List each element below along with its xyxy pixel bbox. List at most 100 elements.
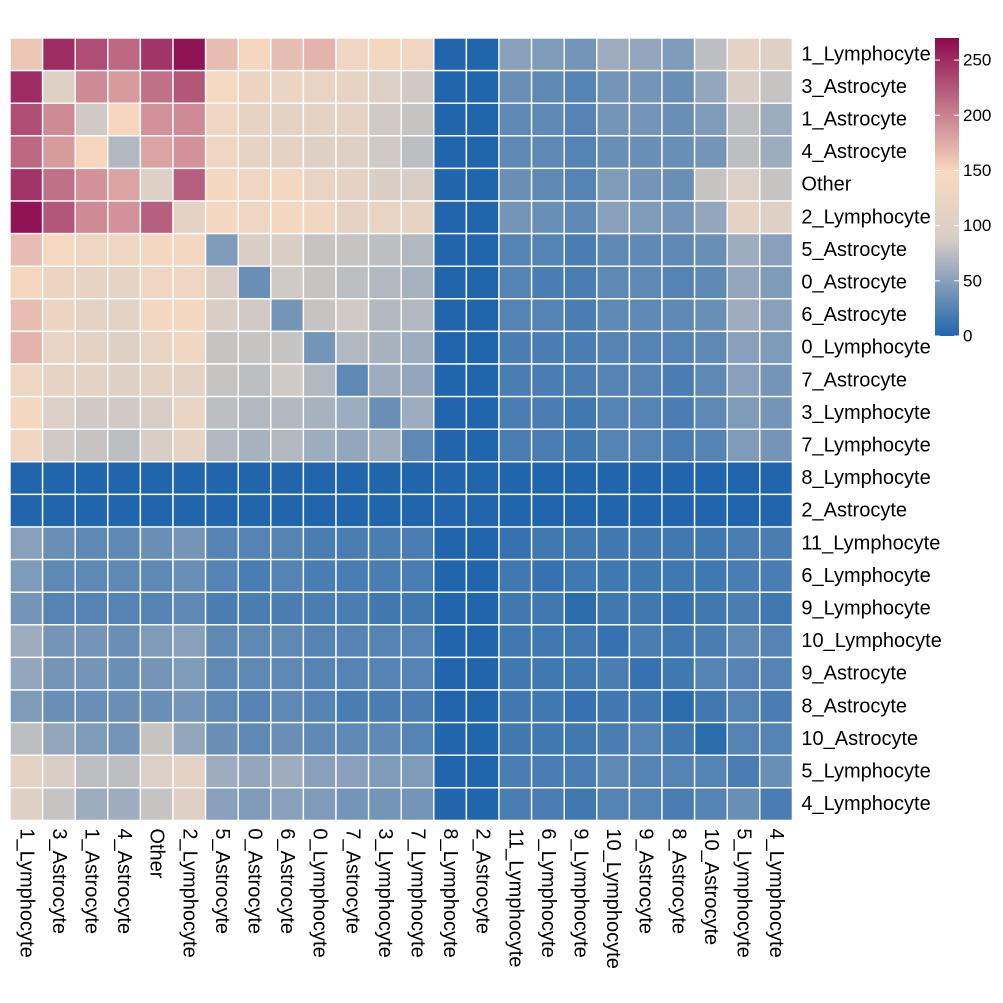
heatmap-cell [628, 689, 663, 724]
heatmap-cell [693, 395, 728, 430]
heatmap-cell [726, 167, 761, 202]
heatmap-cell [530, 102, 565, 137]
column-label: Other [146, 828, 168, 878]
heatmap-cell [759, 493, 794, 528]
heatmap-cell [530, 37, 565, 72]
heatmap-cell [172, 167, 207, 202]
heatmap-cell [628, 395, 663, 430]
heatmap-cell [335, 363, 370, 398]
heatmap-cell [74, 298, 109, 333]
heatmap-cell [433, 69, 468, 104]
heatmap-cell [465, 624, 500, 659]
heatmap-cell [726, 102, 761, 137]
heatmap-cell [693, 69, 728, 104]
heatmap-cell [693, 526, 728, 561]
heatmap-cell [498, 754, 533, 789]
heatmap-cell [400, 428, 435, 463]
heatmap-cell [433, 721, 468, 756]
heatmap-cell [628, 363, 663, 398]
heatmap-cell [302, 395, 337, 430]
heatmap-cell [139, 135, 174, 170]
heatmap-cell [204, 656, 239, 691]
legend-colorbar [935, 38, 959, 336]
heatmap-cell [628, 330, 663, 365]
heatmap-cell [41, 461, 76, 496]
heatmap-cell [270, 265, 305, 300]
heatmap-cell [628, 558, 663, 593]
heatmap-cell [465, 167, 500, 202]
heatmap-cell [335, 135, 370, 170]
heatmap-cell [693, 330, 728, 365]
heatmap-cell [563, 493, 598, 528]
heatmap-cell [726, 493, 761, 528]
heatmap-cell [237, 167, 272, 202]
heatmap-cell [302, 167, 337, 202]
heatmap-cell [302, 591, 337, 626]
heatmap-cell [9, 395, 44, 430]
heatmap-cell [74, 200, 109, 235]
row-label: 8_Astrocyte [801, 695, 907, 717]
heatmap-cell [759, 102, 794, 137]
heatmap-cell [9, 787, 44, 822]
heatmap-cell [563, 754, 598, 789]
heatmap-cell [530, 754, 565, 789]
heatmap-cell [204, 200, 239, 235]
legend-ticks: 0 50 100 150 200 250 [935, 51, 991, 346]
heatmap-cell [270, 363, 305, 398]
heatmap-cell [400, 167, 435, 202]
row-label: 2_Astrocyte [801, 500, 907, 522]
heatmap-cell [563, 428, 598, 463]
heatmap-cell [433, 493, 468, 528]
heatmap-cell [9, 526, 44, 561]
heatmap-cell [237, 37, 272, 72]
heatmap-cell [335, 754, 370, 789]
heatmap-cell [270, 69, 305, 104]
heatmap-cell [693, 167, 728, 202]
heatmap-cell [9, 167, 44, 202]
heatmap-cell [596, 330, 631, 365]
heatmap-cell [172, 689, 207, 724]
heatmap-cell [693, 200, 728, 235]
heatmap-cell [596, 265, 631, 300]
heatmap-cell [400, 298, 435, 333]
heatmap-cell [172, 69, 207, 104]
row-labels: 1_Lymphocyte 3_Astrocyte 1_Astrocyte 4_Astr… [801, 43, 941, 815]
heatmap-cell [400, 558, 435, 593]
heatmap-cell [139, 689, 174, 724]
heatmap-cell [172, 363, 207, 398]
column-label: 1_Astrocyte [81, 828, 103, 934]
heatmap-cell [400, 363, 435, 398]
heatmap-cell [139, 69, 174, 104]
heatmap-cell [367, 330, 402, 365]
heatmap-cell [726, 428, 761, 463]
heatmap-cell [563, 37, 598, 72]
row-label: 8_Lymphocyte [801, 467, 930, 489]
column-label: 4_Lymphocyte [765, 828, 787, 957]
heatmap-cell [563, 265, 598, 300]
heatmap-cell [661, 232, 696, 267]
heatmap-cell [661, 558, 696, 593]
row-label: 7_Lymphocyte [801, 435, 930, 457]
heatmap-cell [367, 591, 402, 626]
heatmap-cell [237, 102, 272, 137]
heatmap-cell [661, 493, 696, 528]
heatmap-cell [530, 395, 565, 430]
heatmap-cell [661, 754, 696, 789]
heatmap-cell [465, 200, 500, 235]
legend-tick-label: 200 [963, 106, 991, 125]
heatmap-cell [204, 69, 239, 104]
heatmap-cell [74, 689, 109, 724]
heatmap-cell [139, 363, 174, 398]
heatmap-cell [628, 754, 663, 789]
heatmap-cell [726, 591, 761, 626]
heatmap-cell [107, 330, 142, 365]
heatmap-cell [563, 167, 598, 202]
heatmap-cell [759, 624, 794, 659]
heatmap-cell [563, 591, 598, 626]
heatmap-cell [41, 200, 76, 235]
heatmap-cell [335, 787, 370, 822]
heatmap-cell [367, 135, 402, 170]
heatmap-cell [172, 493, 207, 528]
heatmap-cell [465, 232, 500, 267]
